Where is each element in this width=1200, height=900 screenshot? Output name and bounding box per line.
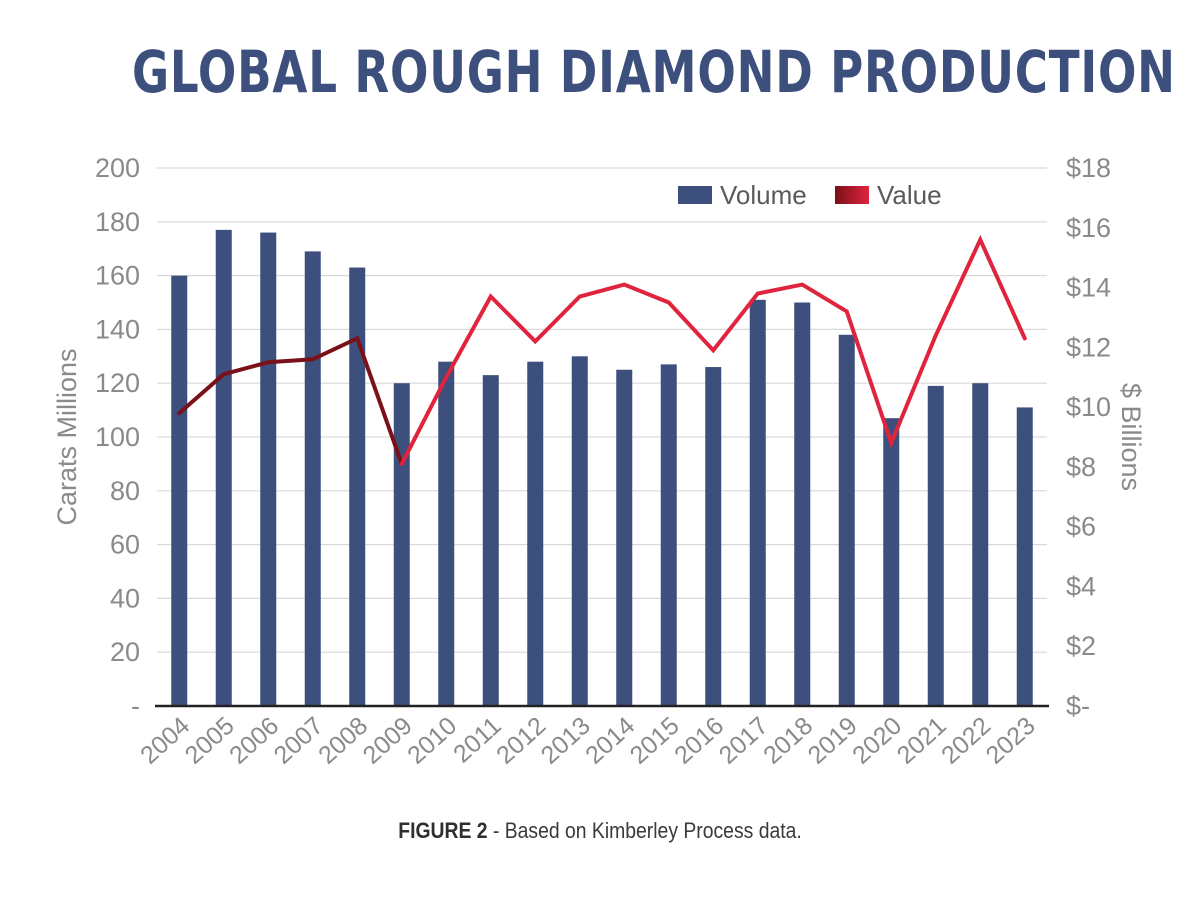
volume-bar [927, 385, 944, 706]
x-tick-label: 2017 [714, 712, 774, 770]
y-right-tick-label: $14 [1066, 273, 1111, 303]
y-right-tick-label: $2 [1066, 631, 1096, 661]
x-tick-label: 2019 [803, 712, 863, 770]
y-right-tick-label: $16 [1066, 213, 1111, 243]
gridlines [157, 167, 1047, 653]
volume-bar [349, 267, 366, 706]
y-right-tick-label: $8 [1066, 452, 1096, 482]
x-tick-label: 2009 [358, 712, 418, 770]
y-left-tick-label: 200 [95, 153, 140, 183]
volume-bar [215, 229, 232, 706]
legend-volume-swatch [678, 186, 712, 204]
caption-label: FIGURE 2 [398, 818, 488, 843]
caption-text: - Based on Kimberley Process data. [487, 818, 802, 843]
y-left-tick-label: - [131, 691, 140, 721]
y-left-tick-label: 100 [95, 422, 140, 452]
volume-bar [393, 383, 410, 706]
y-right-tick-label: $6 [1066, 512, 1096, 542]
y-right-tick-label: $18 [1066, 153, 1111, 183]
x-tick-label: 2020 [847, 712, 907, 770]
volume-bars [171, 229, 1033, 706]
y-left-tick-label: 40 [110, 583, 140, 613]
volume-bar [171, 275, 188, 706]
y-right-tick-label: $10 [1066, 392, 1111, 422]
volume-bar [1016, 407, 1033, 706]
value-line [177, 234, 1027, 466]
y-left-tick-label: 80 [110, 476, 140, 506]
y-left-tick-label: 160 [95, 261, 140, 291]
volume-bar [883, 418, 900, 706]
volume-bar [438, 361, 455, 706]
y-left-tick-label: 180 [95, 207, 140, 237]
y-left-tick-label: 20 [110, 637, 140, 667]
volume-bar [660, 364, 677, 706]
chart-title: GLOBAL ROUGH DIAMOND PRODUCTION [132, 38, 1176, 106]
x-tick-label: 2022 [936, 712, 996, 770]
x-tick-label: 2010 [402, 712, 462, 770]
x-tick-label: 2012 [491, 712, 551, 770]
legend-value-label: Value [877, 180, 942, 210]
volume-bar [571, 356, 588, 706]
x-tick-label: 2011 [448, 712, 507, 769]
volume-bar [304, 251, 321, 706]
volume-bar [616, 369, 633, 706]
x-tick-label: 2015 [625, 712, 685, 770]
x-tick-label: 2008 [313, 712, 373, 770]
legend: Volume Value [678, 180, 942, 210]
legend-value-swatch [835, 186, 869, 204]
y-right-tick-label: $- [1066, 691, 1090, 721]
y-right-axis-label: $ Billions [1116, 383, 1146, 491]
value-line-early [177, 335, 404, 466]
x-tick-label: 2021 [892, 712, 952, 770]
volume-bar [260, 232, 277, 706]
x-tick-label: 2006 [224, 712, 284, 770]
x-tick-label: 2016 [669, 712, 729, 770]
x-tick-label: 2023 [981, 712, 1041, 770]
volume-bar [482, 375, 499, 706]
x-tick-label: 2014 [580, 712, 640, 770]
figure-caption: FIGURE 2 - Based on Kimberley Process da… [72, 818, 1128, 844]
legend-volume-label: Volume [720, 180, 807, 210]
volume-bar [972, 383, 989, 706]
y-left-tick-label: 60 [110, 530, 140, 560]
x-tick-label: 2005 [180, 712, 240, 770]
y-right-tick-label: $12 [1066, 332, 1111, 362]
y-left-axis-label: Carats Millions [52, 348, 82, 525]
value-line-late [399, 234, 1027, 466]
x-tick-label: 2004 [135, 712, 195, 770]
volume-bar [527, 361, 544, 706]
x-tick-label: 2007 [269, 712, 329, 770]
x-tick-label: 2013 [536, 712, 596, 770]
volume-bar [705, 367, 722, 706]
volume-bar [838, 334, 855, 706]
volume-bar [794, 302, 811, 706]
volume-bar [749, 299, 766, 706]
y-left-tick-label: 120 [95, 368, 140, 398]
y-right-tick-label: $4 [1066, 571, 1096, 601]
y-left-tick-label: 140 [95, 314, 140, 344]
x-tick-label: 2018 [758, 712, 818, 770]
